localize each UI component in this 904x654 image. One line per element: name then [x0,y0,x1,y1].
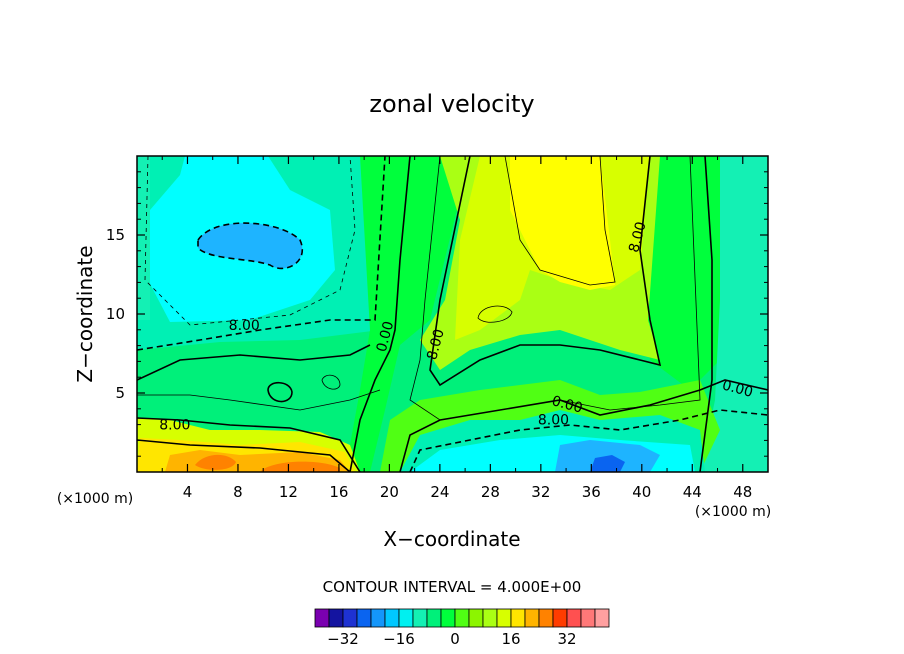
x-tick-label: 28 [481,483,500,501]
contour-label: 8.00 [159,417,190,433]
x-unit-right: (×1000 m) [695,504,771,520]
band-right-edge [700,156,768,472]
colorbar-tick-label: −16 [383,630,415,648]
y-tick-label: 15 [106,226,125,244]
contour-neg4-dashed [144,156,356,326]
x-tick-label: 16 [329,483,348,501]
contour-neg8-upper [137,156,386,351]
x-unit-left: (×1000 m) [57,491,133,507]
colorbar-swatch [412,608,428,628]
x-tick-label: 48 [733,483,752,501]
y-tick-label: 5 [115,384,125,402]
colorbar-swatch [398,608,414,628]
x-axis-ticks: 4 8 12 16 20 24 28 32 36 40 44 48 [161,156,752,501]
x-tick-label: 44 [683,483,702,501]
colorbar-swatch [314,608,330,628]
band-right-green [640,156,720,390]
contour-interval-text: CONTOUR INTERVAL = 4.000E+00 [323,578,582,596]
contour-label: 0.00 [550,393,584,417]
contour-12-thin [504,156,616,286]
contour-label: 8.00 [229,318,260,334]
band-lower-deepblue [590,455,625,472]
colorbar-swatch [524,608,540,628]
colorbar-swatch [580,608,596,628]
band-lower-left-orange [195,454,340,472]
contour-lines [137,156,768,472]
chart-title: zonal velocity [369,90,534,118]
x-tick-label: 24 [430,483,449,501]
contour-lower-left-8 [137,417,361,472]
contour-zero-center [349,156,411,472]
contour-neg12-blue [197,222,303,270]
x-tick-label: 32 [531,483,550,501]
colorbar-swatch [384,608,400,628]
contour-blob-b [321,374,341,390]
x-tick-label: 12 [279,483,298,501]
contour-blob-c [477,305,513,323]
band-center-green [345,156,470,472]
contour-zero-lower [399,379,768,472]
y-axis-label: Z−coordinate [73,245,97,382]
colorbar-swatch [468,608,484,628]
colorbar-tick-label: 0 [450,630,460,648]
x-axis-label: X−coordinate [383,527,520,551]
x-tick-label: 36 [582,483,601,501]
x-tick-label: 20 [380,483,399,501]
contour-left-mid-thin [137,389,381,411]
contour-zero-right [699,156,713,472]
colorbar-swatch [356,608,372,628]
x-tick-label: 40 [632,483,651,501]
colorbar-swatch [496,608,512,628]
contour-label: 0.00 [720,377,754,401]
colorbar-swatch [454,608,470,628]
colorbar-tick-label: 16 [501,630,520,648]
contour-label: 8.00 [626,220,650,254]
y-axis-ticks: 5 10 15 [106,171,768,457]
colorbar-swatch [440,608,456,628]
x-tick-label: 4 [183,483,193,501]
contour-labels: 8.008.008.000.000.000.008.008.00 [159,220,754,433]
contour-8-lower [409,409,768,472]
colorbar-swatch [594,608,610,628]
colorbar-swatch [510,608,526,628]
colorbar-tick-labels: −32 −16 0 16 32 [327,630,576,648]
contour-8-center [429,156,662,387]
colorbar-swatch [538,608,554,628]
contour-left-mid [137,344,371,381]
colorbar-swatch [328,608,344,628]
y-tick-label: 10 [106,305,125,323]
contour-label: 8.00 [424,327,448,361]
colorbar-swatch [342,608,358,628]
colorbar-tick-label: 32 [557,630,576,648]
contour-label: 0.00 [374,320,398,354]
colorbar-swatch [482,608,498,628]
contour-blob-a [267,381,293,403]
colorbar-swatch [552,608,568,628]
colorbar [314,608,610,628]
velocity-field [137,156,768,472]
colorbar-swatch [426,608,442,628]
contour-lower-left-16 [137,439,351,472]
band-left-edge [137,156,150,320]
colorbar-swatch [370,608,386,628]
colorbar-swatch [566,608,582,628]
colorbar-tick-label: −32 [327,630,359,648]
band-yellow [510,156,615,290]
x-tick-label: 8 [233,483,243,501]
contour-label: 8.00 [538,413,569,429]
